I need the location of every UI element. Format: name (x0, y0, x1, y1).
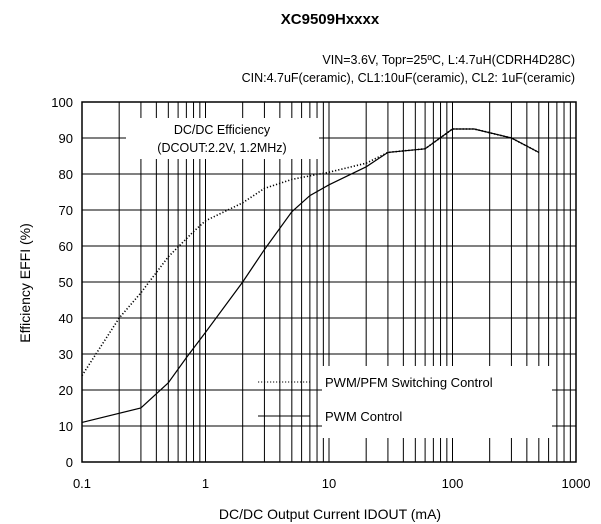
x-tick-label: 1 (202, 476, 209, 491)
y-tick-label: 50 (59, 275, 73, 290)
series-line-pwm (81, 128, 540, 423)
y-tick-label: 0 (66, 455, 73, 470)
chart-subtitle-line1: VIN=3.6V, Topr=25ºC, L:4.7uH(CDRH4D28C) (322, 53, 575, 67)
y-tick-label: 90 (59, 131, 73, 146)
chart-subtitle-line2: CIN:4.7uF(ceramic), CL1:10uF(ceramic), C… (242, 71, 575, 85)
y-axis-label: Efficiency EFFI (%) (17, 223, 33, 343)
y-tick-label: 10 (59, 419, 73, 434)
legend-label-pwm: PWM Control (325, 409, 402, 424)
y-tick-label: 70 (59, 203, 73, 218)
legend-label-pwm-pfm: PWM/PFM Switching Control (325, 375, 493, 390)
y-tick-label: 60 (59, 239, 73, 254)
x-tick-label: 0.1 (73, 476, 91, 491)
chart-title: XC9509Hxxxx (281, 11, 380, 28)
x-tick-label: 10 (322, 476, 336, 491)
y-tick-label: 30 (59, 347, 73, 362)
y-tick-label: 40 (59, 311, 73, 326)
y-tick-label: 100 (51, 95, 73, 110)
series-layer (81, 128, 540, 423)
tick-labels: 0 10 20 30 40 50 60 70 80 90 100 0.1 1 10 100 1000 (51, 95, 590, 491)
annotation-box (126, 118, 319, 159)
x-tick-label: 1000 (562, 476, 591, 491)
x-tick-label: 100 (442, 476, 464, 491)
y-tick-label: 20 (59, 383, 73, 398)
y-tick-label: 80 (59, 167, 73, 182)
plot-frame (81, 101, 577, 463)
annotation-line1: DC/DC Efficiency (174, 123, 271, 137)
annotation-line2: (DCOUT:2.2V, 1.2MHz) (157, 141, 286, 155)
x-axis-label: DC/DC Output Current IDOUT (mA) (219, 506, 441, 522)
legend-box (322, 366, 552, 438)
